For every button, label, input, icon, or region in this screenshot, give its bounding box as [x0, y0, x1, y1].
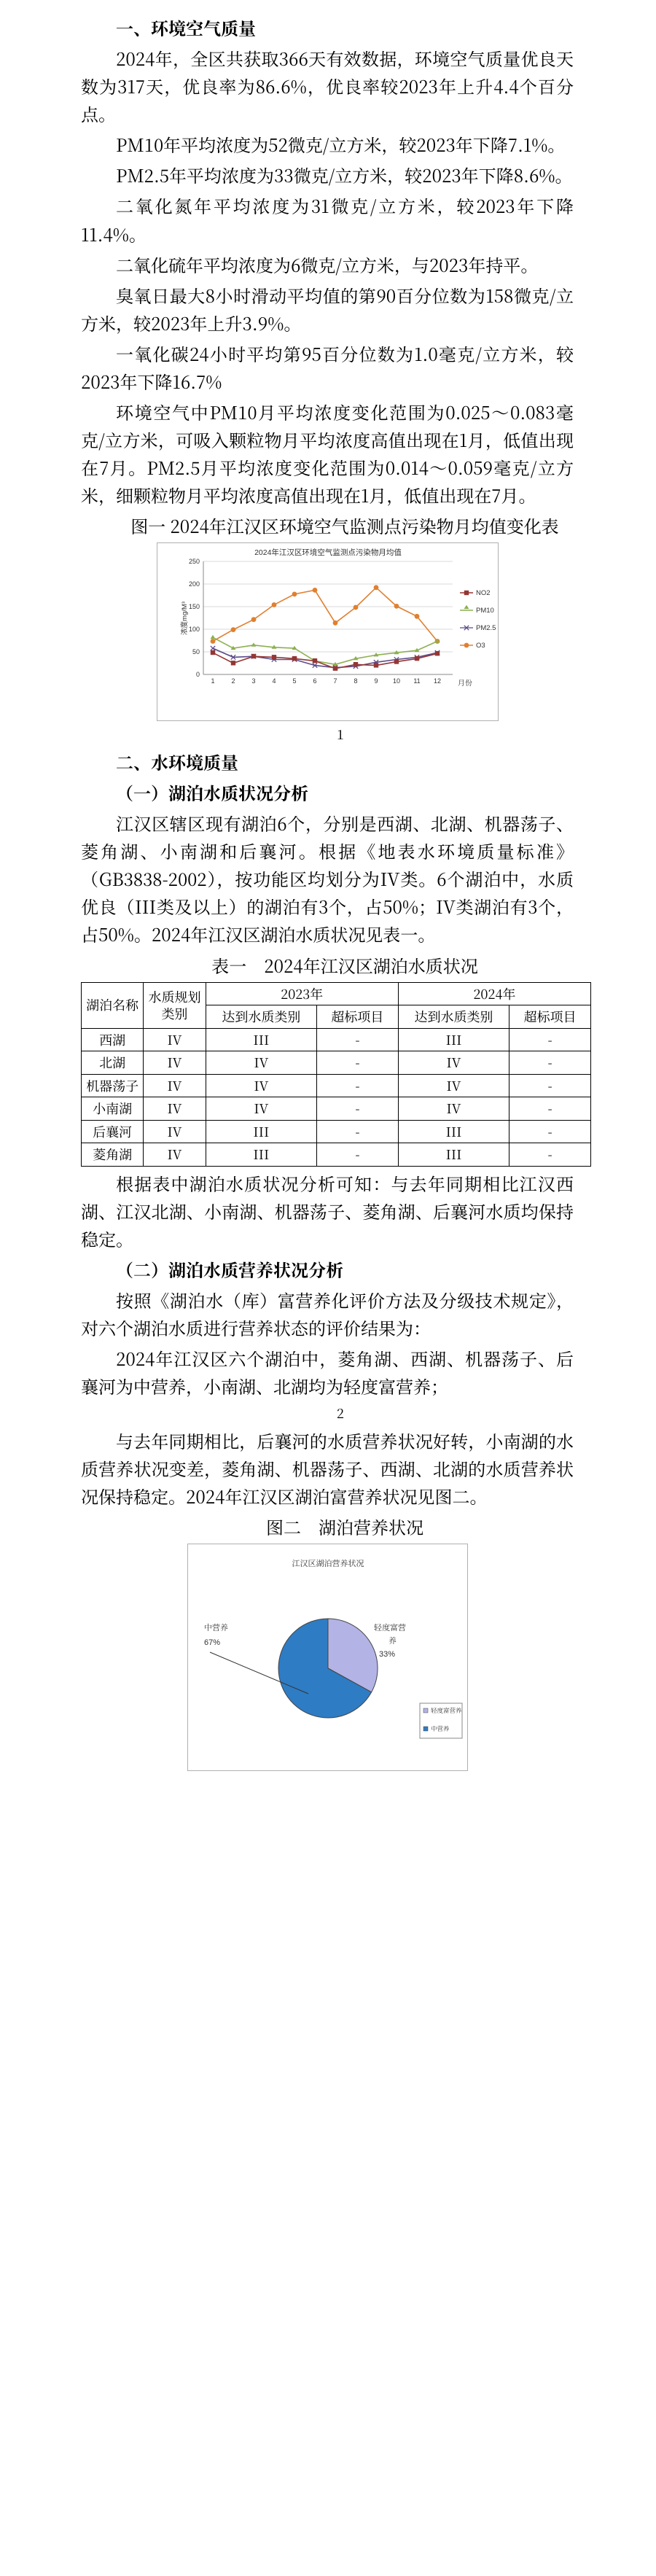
svg-text:NO2: NO2 — [476, 589, 491, 597]
svg-text:江汉区湖泊营养状况: 江汉区湖泊营养状况 — [292, 1557, 364, 1569]
svg-text:67%: 67% — [204, 1638, 220, 1647]
svg-text:7: 7 — [333, 677, 337, 685]
svg-text:1: 1 — [211, 677, 214, 685]
svg-text:8: 8 — [354, 677, 357, 685]
svg-text:33%: 33% — [379, 1650, 395, 1659]
svg-text:中营养: 中营养 — [204, 1622, 228, 1633]
svg-text:6: 6 — [313, 677, 316, 685]
svg-text:养: 养 — [388, 1635, 397, 1646]
svg-text:250: 250 — [188, 558, 199, 565]
svg-text:10: 10 — [392, 677, 399, 685]
svg-text:月份: 月份 — [458, 677, 472, 688]
svg-text:PM10: PM10 — [476, 607, 494, 615]
svg-text:轻度富营: 轻度富营 — [374, 1622, 406, 1633]
svg-text:O3: O3 — [476, 642, 485, 650]
svg-text:150: 150 — [188, 603, 199, 610]
svg-text:100: 100 — [188, 626, 199, 633]
svg-text:中营养: 中营养 — [431, 1724, 450, 1733]
svg-text:3: 3 — [251, 677, 255, 685]
svg-text:0: 0 — [195, 671, 199, 678]
svg-text:9: 9 — [374, 677, 378, 685]
svg-text:12: 12 — [433, 677, 440, 685]
svg-text:50: 50 — [192, 648, 199, 655]
svg-text:200: 200 — [188, 580, 199, 588]
svg-text:4: 4 — [272, 677, 276, 685]
svg-text:轻度富营养: 轻度富营养 — [431, 1706, 462, 1715]
svg-text:2: 2 — [231, 677, 235, 685]
svg-text:2024年江汉区环境空气监测点污染物月均值: 2024年江汉区环境空气监测点污染物月均值 — [254, 548, 402, 557]
svg-text:PM2.5: PM2.5 — [476, 624, 496, 632]
svg-text:5: 5 — [292, 677, 296, 685]
svg-text:11: 11 — [413, 677, 420, 685]
svg-text:浓度mg/M³: 浓度mg/M³ — [180, 602, 189, 635]
